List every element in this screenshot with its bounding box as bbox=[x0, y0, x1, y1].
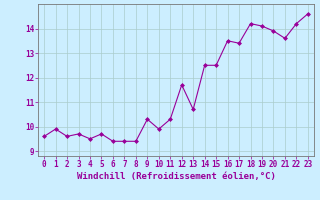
X-axis label: Windchill (Refroidissement éolien,°C): Windchill (Refroidissement éolien,°C) bbox=[76, 172, 276, 181]
